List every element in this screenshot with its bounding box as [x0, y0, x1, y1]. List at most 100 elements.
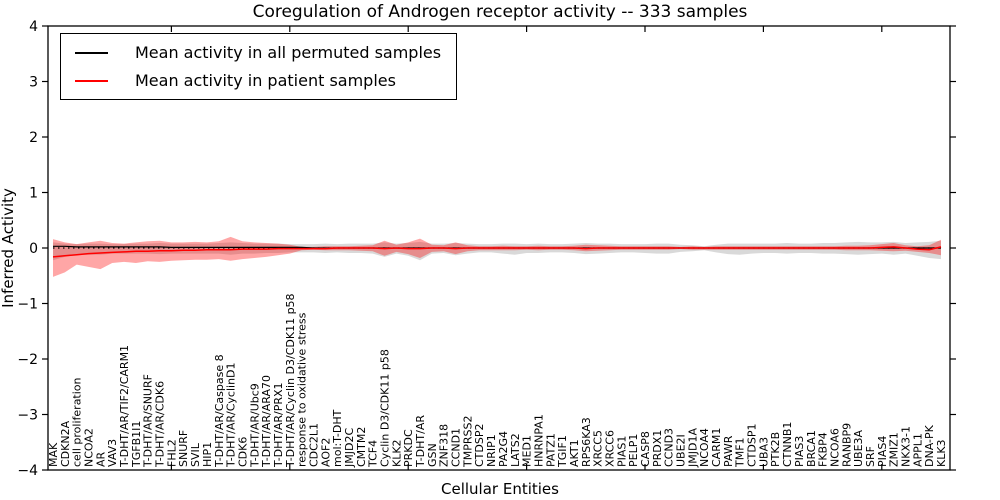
x-tick-label: T-DHT/AR/PRX1 — [272, 382, 285, 468]
y-tick-label: 3 — [29, 75, 38, 91]
y-tick-label: 2 — [29, 130, 38, 146]
x-tick-label: MED1 — [521, 435, 534, 467]
legend-label-permuted: Mean activity in all permuted samples — [135, 43, 442, 62]
x-tick-label: FHL2 — [165, 439, 178, 467]
x-tick-label: CMTM2 — [355, 427, 368, 467]
x-tick-label: CASP8 — [639, 431, 652, 467]
x-tick-label: FKBP4 — [817, 432, 830, 467]
x-tick-label: NCOA2 — [83, 428, 96, 467]
x-tick-label: BRCA1 — [805, 430, 818, 467]
x-tick-label: JMJD1A — [686, 428, 699, 468]
x-tick-label: CARM1 — [710, 428, 723, 467]
y-tick-label: 0 — [29, 241, 38, 257]
x-tick-label: UBA3 — [757, 437, 770, 467]
x-tick-label: XRCC5 — [592, 430, 605, 467]
x-tick-label: KLK3 — [935, 439, 948, 467]
y-tick-label: 1 — [29, 186, 38, 202]
x-tick-label: PIAS4 — [876, 436, 889, 467]
x-tick-label: MAK — [47, 442, 60, 467]
x-tick-label: CTNNB1 — [781, 422, 794, 467]
x-tick-label: CDKN2A — [59, 420, 72, 467]
x-tick-label: cell proliferation — [71, 377, 84, 467]
x-tick-label: PIAS3 — [793, 436, 806, 467]
chart-title: Coregulation of Androgen receptor activi… — [252, 2, 748, 22]
x-tick-label: RANBP9 — [840, 423, 853, 467]
x-tick-label: T-DHT/AR/Ubc9 — [248, 383, 261, 468]
x-tick-label: CCND1 — [450, 428, 463, 467]
x-tick-label: AR — [94, 451, 107, 467]
legend-item-patient: Mean activity in patient samples — [75, 71, 441, 90]
x-tick-label: T-DHT/AR/Cyclin D3/CDK11 p58 — [284, 293, 297, 468]
x-tick-label: NRIP1 — [485, 434, 498, 467]
x-tick-label: AKT1 — [568, 439, 581, 467]
y-tick-label: −1 — [17, 297, 38, 313]
x-tick-label: CTDSP2 — [473, 424, 486, 467]
x-tick-label: NCOA6 — [828, 428, 841, 467]
x-tick-label: JMJD2C — [343, 428, 356, 468]
x-tick-label: CTDSP1 — [746, 424, 759, 467]
x-tick-label: XRCC6 — [604, 430, 617, 467]
x-tick-label: HIP1 — [201, 442, 214, 467]
x-tick-label: T-DHT/AR/ARA70 — [260, 375, 273, 468]
x-tick-label: PIAS1 — [615, 436, 628, 467]
x-tick-label: SRF — [864, 446, 877, 467]
legend-line-permuted-icon — [75, 51, 108, 54]
x-tick-label: T-DHT/AR/CDK6 — [154, 381, 167, 468]
x-tick-label: NKX3-1 — [900, 426, 913, 467]
x-tick-label: TMPRSS2 — [461, 416, 474, 468]
legend-line-patient-icon — [75, 79, 108, 82]
x-tick-label: T-DHT/AR — [414, 415, 427, 468]
x-tick-label: UBE2I — [675, 434, 688, 467]
line-patient-mean — [52, 246, 942, 258]
y-tick-label: −3 — [17, 408, 38, 424]
x-tick-label: RPS6KA3 — [580, 417, 593, 467]
x-tick-label: PATZ1 — [544, 433, 557, 467]
band-patient — [53, 236, 941, 277]
x-tick-label: SNURF — [177, 430, 190, 467]
x-tick-label: Cyclin D3/CDK11 p58 — [379, 349, 392, 467]
x-tick-label: TGFB1I1 — [130, 421, 143, 468]
x-tick-label: NCOA4 — [698, 428, 711, 467]
x-tick-label: LATS2 — [509, 433, 522, 467]
legend-item-permuted: Mean activity in all permuted samples — [75, 43, 441, 62]
x-tick-label: PRKDC — [402, 429, 415, 467]
x-tick-label: T-DHT/AR/TIF2/CARM1 — [118, 345, 131, 468]
x-tick-label: T-DHT/AR/CyclinD1 — [225, 362, 238, 468]
x-tick-label: KLK2 — [390, 439, 403, 467]
x-tick-label: PTK2B — [769, 432, 782, 467]
x-tick-label: mol:T-DHT — [331, 409, 344, 467]
x-tick-label: TMF1 — [734, 437, 747, 468]
x-axis-label: Cellular Entities — [441, 480, 559, 498]
x-tick-label: SVIL — [189, 442, 202, 467]
x-tick-label: response to oxidative stress — [296, 312, 309, 467]
x-tick-label: TGIF1 — [556, 435, 569, 468]
x-tick-label: ZNF318 — [438, 424, 451, 467]
x-tick-label: APPL1 — [911, 433, 924, 467]
x-tick-label: PAWR — [722, 435, 735, 467]
legend-label-patient: Mean activity in patient samples — [135, 71, 396, 90]
x-tick-label: CDK6 — [236, 437, 249, 467]
y-tick-label: 4 — [29, 19, 38, 35]
x-tick-label: AOF2 — [319, 438, 332, 467]
y-tick-label: −2 — [17, 352, 38, 368]
y-axis-label: Inferred Activity — [0, 188, 17, 308]
x-tick-label: ZMIZ1 — [888, 432, 901, 467]
band-permuted — [53, 240, 941, 261]
x-tick-label: CDC2L1 — [308, 423, 321, 467]
x-tick-label: T-DHT/AR/SNURF — [142, 374, 155, 468]
x-tick-label: TCF4 — [367, 440, 380, 468]
x-tick-label: DNA-PK — [923, 424, 936, 467]
x-tick-label: CCND3 — [663, 428, 676, 467]
x-tick-label: UBE3A — [852, 429, 865, 467]
x-tick-label: T-DHT/AR/Caspase 8 — [213, 354, 226, 468]
x-tick-label: GSN — [426, 443, 439, 467]
x-tick-label: VAV3 — [106, 439, 119, 467]
x-tick-label: PELP1 — [627, 434, 640, 467]
x-tick-label: HNRNPA1 — [532, 414, 545, 467]
x-tick-label: PRDX1 — [651, 430, 664, 467]
y-tick-label: −4 — [17, 463, 38, 479]
legend: Mean activity in all permuted samples Me… — [60, 33, 458, 100]
x-tick-label: PA2G4 — [497, 431, 510, 467]
